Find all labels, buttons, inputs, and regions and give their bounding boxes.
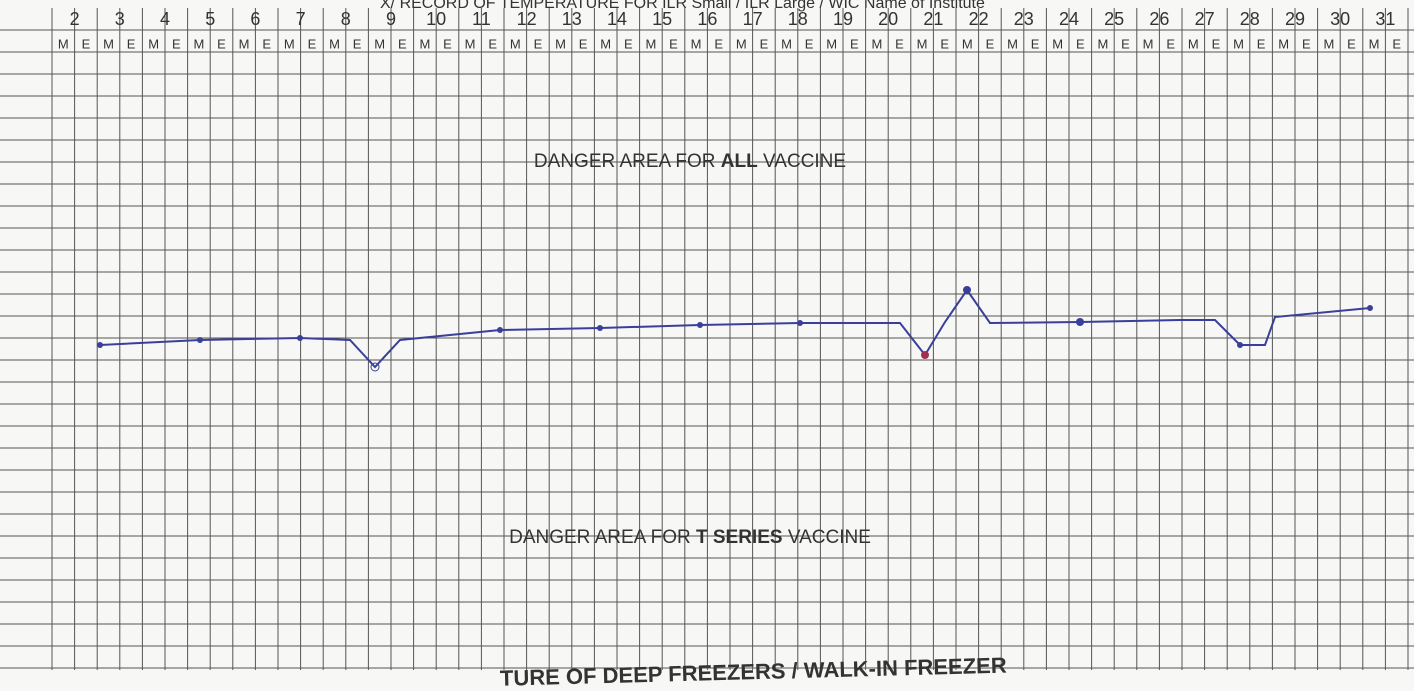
shift-label: M: [239, 36, 250, 51]
day-label: 27: [1195, 9, 1215, 29]
day-label: 22: [969, 9, 989, 29]
shift-label: M: [917, 36, 928, 51]
shift-label: E: [1212, 36, 1221, 51]
shift-label: E: [534, 36, 543, 51]
day-label: 26: [1149, 9, 1169, 29]
shift-label: E: [986, 36, 995, 51]
shift-label: E: [760, 36, 769, 51]
shift-label: E: [850, 36, 859, 51]
shift-label: E: [940, 36, 949, 51]
day-label: 3: [115, 9, 125, 29]
zone-label: DANGER AREA FOR T SERIES VACCINE: [509, 527, 871, 548]
shift-label: E: [1392, 36, 1401, 51]
day-label: 25: [1104, 9, 1124, 29]
day-label: 12: [517, 9, 537, 29]
shift-label: M: [826, 36, 837, 51]
day-label: 15: [652, 9, 672, 29]
day-label: 6: [250, 9, 260, 29]
day-label: 9: [386, 9, 396, 29]
shift-label: E: [353, 36, 362, 51]
shift-label: E: [1347, 36, 1356, 51]
day-label: 24: [1059, 9, 1079, 29]
day-label: 8: [341, 9, 351, 29]
trace-dots: [97, 286, 1373, 372]
shift-label: M: [374, 36, 385, 51]
shift-label: M: [1007, 36, 1018, 51]
day-label: 18: [788, 9, 808, 29]
shift-label: M: [193, 36, 204, 51]
shift-label: M: [284, 36, 295, 51]
day-label: 21: [923, 9, 943, 29]
day-label: 28: [1240, 9, 1260, 29]
day-label: 5: [205, 9, 215, 29]
shift-label: M: [1052, 36, 1063, 51]
shift-label: M: [510, 36, 521, 51]
shift-label: E: [1257, 36, 1266, 51]
day-label: 7: [296, 9, 306, 29]
shift-label: E: [488, 36, 497, 51]
shift-label: E: [1031, 36, 1040, 51]
shift-label: M: [691, 36, 702, 51]
shift-label: E: [624, 36, 633, 51]
zone-label: DANGER AREA FOR ALL VACCINE: [534, 151, 846, 172]
day-label: 14: [607, 9, 627, 29]
day-label: 31: [1375, 9, 1395, 29]
day-label: 23: [1014, 9, 1034, 29]
shift-label: E: [82, 36, 91, 51]
shift-label: M: [1369, 36, 1380, 51]
shift-label: E: [127, 36, 136, 51]
shift-label: M: [1188, 36, 1199, 51]
shift-label: M: [1097, 36, 1108, 51]
shift-label: M: [1278, 36, 1289, 51]
shift-label: E: [443, 36, 452, 51]
shift-label: E: [1302, 36, 1311, 51]
day-label: 17: [743, 9, 763, 29]
shift-label: E: [172, 36, 181, 51]
shift-label: M: [645, 36, 656, 51]
shift-label: M: [419, 36, 430, 51]
shift-label: M: [465, 36, 476, 51]
shift-label: M: [58, 36, 69, 51]
shift-label: M: [1233, 36, 1244, 51]
day-label: 13: [562, 9, 582, 29]
day-label: 10: [426, 9, 446, 29]
shift-label: E: [895, 36, 904, 51]
shift-label: M: [781, 36, 792, 51]
shift-label: M: [103, 36, 114, 51]
shift-label: M: [1323, 36, 1334, 51]
shift-label: M: [600, 36, 611, 51]
day-label: 2: [70, 9, 80, 29]
day-label: 11: [472, 9, 491, 29]
day-label: 29: [1285, 9, 1305, 29]
shift-label: M: [962, 36, 973, 51]
shift-label: E: [579, 36, 588, 51]
shift-label: E: [669, 36, 678, 51]
shift-label: E: [1121, 36, 1130, 51]
shift-label: M: [1143, 36, 1154, 51]
shift-label: M: [148, 36, 159, 51]
shift-label: M: [555, 36, 566, 51]
day-label: 16: [697, 9, 717, 29]
shift-label: E: [262, 36, 271, 51]
day-label: 19: [833, 9, 853, 29]
footer-title: TURE OF DEEP FREEZERS / WALK-IN FREEZER: [500, 653, 1007, 691]
shift-label: E: [805, 36, 814, 51]
day-label: 30: [1330, 9, 1350, 29]
shift-label: E: [308, 36, 317, 51]
shift-label: E: [714, 36, 723, 51]
shift-label: M: [736, 36, 747, 51]
shift-label: E: [1166, 36, 1175, 51]
grid: [0, 8, 1414, 670]
shift-label: M: [871, 36, 882, 51]
header-title: X/ RECORD OF TEMPERATURE FOR ILR Small /…: [380, 0, 985, 12]
handwritten-trace: [99, 288, 1371, 369]
day-label: 4: [160, 9, 170, 29]
shift-label: E: [398, 36, 407, 51]
shift-label: E: [217, 36, 226, 51]
shift-label: E: [1076, 36, 1085, 51]
shift-label: M: [329, 36, 340, 51]
day-label: 20: [878, 9, 898, 29]
